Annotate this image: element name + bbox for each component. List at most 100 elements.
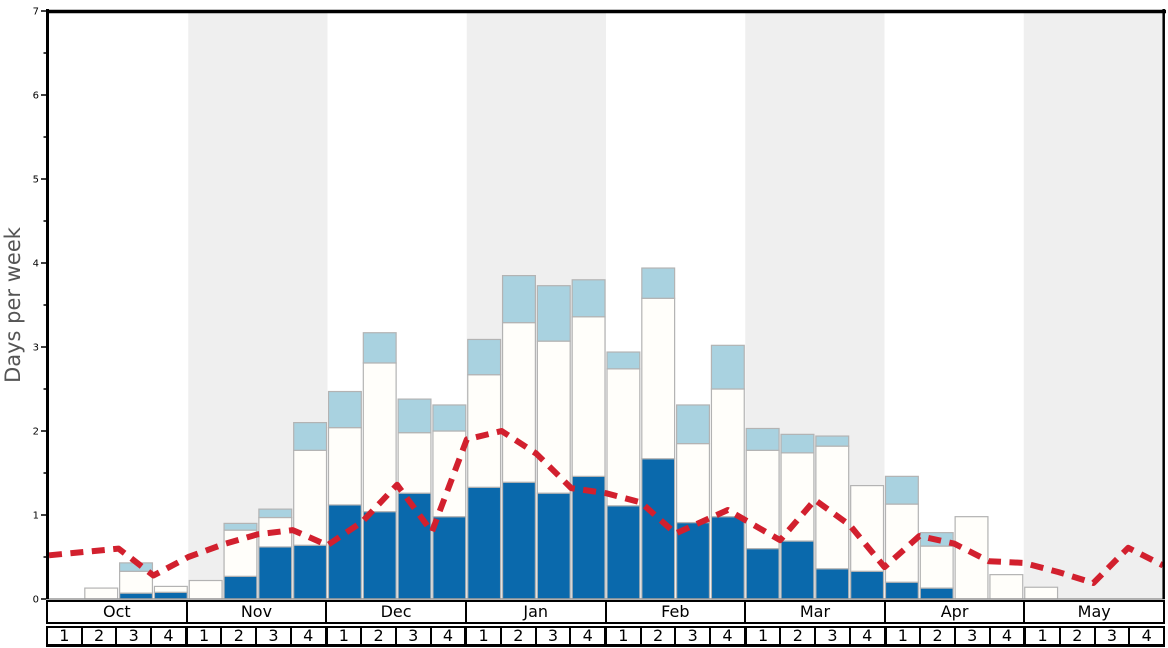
bar-segment-dark-blue-days <box>467 486 502 600</box>
stacked-bars <box>84 267 1059 600</box>
y-tick-label: 1 <box>33 511 39 522</box>
week-cell-feb-2: 2 <box>639 628 675 644</box>
month-cell-oct: Oct <box>102 602 131 621</box>
week-cell-apr-4: 4 <box>988 628 1024 644</box>
bar-segment-white-days <box>84 587 119 600</box>
bar-segment-light-blue-days <box>641 267 676 299</box>
bar-segment-dark-blue-days <box>850 570 885 600</box>
y-tick-label: 6 <box>33 91 39 102</box>
bar-segment-white-days <box>710 388 745 518</box>
trend-polyline <box>48 428 1165 586</box>
shaded-band-may <box>1023 13 1163 599</box>
week-cell-may-3: 3 <box>1093 628 1129 644</box>
week-cell-jan-2: 2 <box>499 628 535 644</box>
bar-segment-white-days <box>467 374 502 488</box>
month-cell-nov: Nov <box>185 602 326 622</box>
bar-segment-light-blue-days <box>467 338 502 376</box>
bar-segment-white-days <box>293 449 328 546</box>
week-cell-dec-4: 4 <box>429 628 465 644</box>
week-cell-oct-2: 2 <box>80 628 116 644</box>
bar-segment-dark-blue-days <box>119 592 154 600</box>
week-cell-feb-1: 1 <box>604 628 640 644</box>
bar-segment-light-blue-days <box>501 275 536 324</box>
week-cell-mar-4: 4 <box>848 628 884 644</box>
week-cell-nov-3: 3 <box>255 628 290 644</box>
week-cell-apr-3: 3 <box>953 628 989 644</box>
bar-segment-light-blue-days <box>397 398 432 434</box>
week-cell-mar-3: 3 <box>814 628 849 644</box>
bar-segment-white-days <box>432 430 467 518</box>
week-cell-mar-2: 2 <box>779 628 814 644</box>
bar-segment-light-blue-days <box>536 285 571 342</box>
bar-segment-dark-blue-days <box>397 492 432 600</box>
bar-segment-light-blue-days <box>780 433 815 454</box>
week-cell-nov-4: 4 <box>289 628 325 644</box>
bar-segment-white-days <box>641 297 676 460</box>
bar-segment-light-blue-days <box>432 404 467 432</box>
bar-segment-white-days <box>676 443 711 524</box>
month-cell-apr: Apr <box>883 602 1024 622</box>
bar-segment-dark-blue-days <box>571 475 606 600</box>
week-cell-mar-1: 1 <box>743 628 780 644</box>
week-cell-dec-1: 1 <box>324 628 361 644</box>
bar-segment-white-days <box>397 432 432 494</box>
bar-segment-white-days <box>327 427 362 506</box>
bar-segment-light-blue-days <box>606 351 641 370</box>
axes <box>46 9 1166 600</box>
bar-segment-white-days <box>780 452 815 542</box>
week-cell-may-1: 1 <box>1023 628 1059 644</box>
week-cell-oct-1: 1 <box>59 628 70 644</box>
bar-segment-light-blue-days <box>571 279 606 318</box>
bar-segment-dark-blue-days <box>362 511 397 600</box>
bar-segment-white-days <box>571 316 606 477</box>
week-cell-dec-2: 2 <box>360 628 395 644</box>
bar-segment-white-days <box>919 545 954 589</box>
week-cell-jan-3: 3 <box>534 628 570 644</box>
week-cell-oct-4: 4 <box>150 628 185 644</box>
bar-segment-light-blue-days <box>815 435 850 447</box>
week-cell-oct-3: 3 <box>115 628 150 644</box>
bar-segment-white-days <box>989 574 1024 600</box>
y-tick-label: 0 <box>33 595 39 606</box>
week-cell-apr-1: 1 <box>883 628 920 644</box>
bar-segment-light-blue-days <box>884 475 919 505</box>
week-cell-jan-4: 4 <box>569 628 604 644</box>
bar-segment-white-days <box>188 579 223 600</box>
bar-segment-dark-blue-days <box>536 492 571 600</box>
bar-segment-white-days <box>1024 586 1059 600</box>
week-cell-feb-3: 3 <box>674 628 709 644</box>
bar-segment-dark-blue-days <box>606 505 641 600</box>
bar-segment-light-blue-days <box>745 427 780 451</box>
bar-segment-dark-blue-days <box>745 547 780 600</box>
bar-segment-dark-blue-days <box>641 458 676 600</box>
bar-segment-white-days <box>606 368 641 507</box>
y-tick-label: 5 <box>33 175 39 186</box>
trend-line <box>48 428 1165 586</box>
bar-segment-dark-blue-days <box>815 568 850 600</box>
bar-segment-dark-blue-days <box>710 516 745 600</box>
bar-segment-dark-blue-days <box>919 587 954 600</box>
bar-segment-dark-blue-days <box>258 546 293 600</box>
y-tick-label: 2 <box>33 427 39 438</box>
bar-segment-light-blue-days <box>327 390 362 429</box>
bar-segment-dark-blue-days <box>223 575 258 600</box>
bar-segment-white-days <box>362 362 397 513</box>
bar-segment-white-days <box>153 585 188 593</box>
bar-segment-dark-blue-days <box>501 481 536 600</box>
bar-segment-dark-blue-days <box>676 521 711 600</box>
week-cell-dec-3: 3 <box>394 628 430 644</box>
bar-segment-white-days <box>536 340 571 494</box>
y-tick-label: 3 <box>33 343 39 354</box>
y-tick-label: 4 <box>33 259 39 270</box>
month-cell-feb: Feb <box>604 602 745 622</box>
week-cell-may-2: 2 <box>1058 628 1094 644</box>
month-cell-jan: Jan <box>464 602 605 622</box>
week-cell-jan-1: 1 <box>464 628 500 644</box>
bar-segment-white-days <box>501 322 536 483</box>
month-cell-dec: Dec <box>325 602 465 622</box>
bar-segment-dark-blue-days <box>780 540 815 600</box>
bar-segment-light-blue-days <box>362 332 397 364</box>
bar-segment-dark-blue-days <box>153 591 188 600</box>
